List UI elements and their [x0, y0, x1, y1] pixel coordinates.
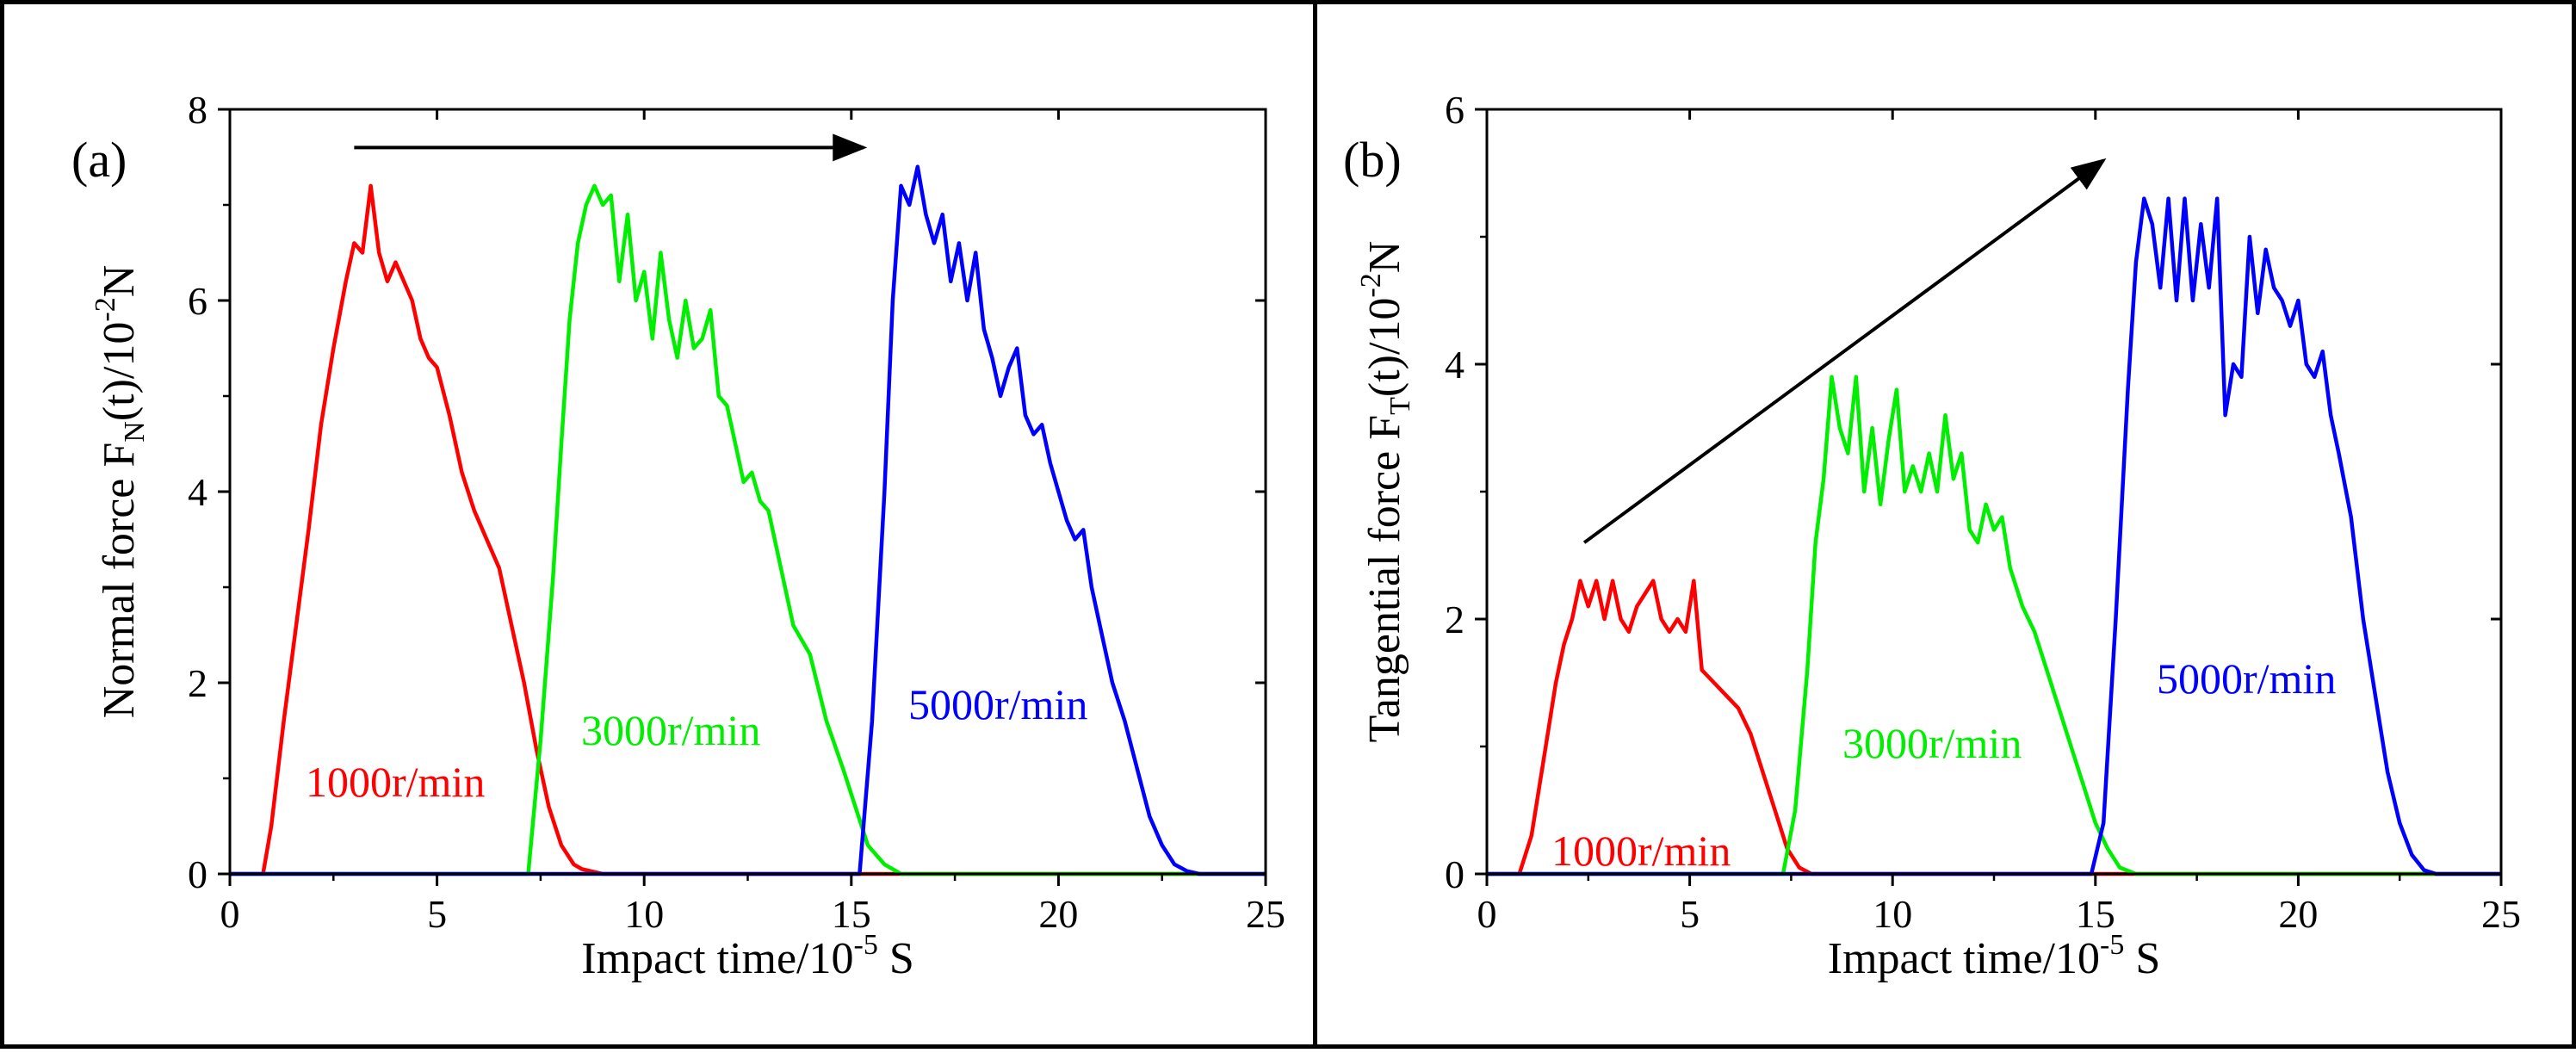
series-label-0: 1000r/min — [306, 758, 485, 806]
chart-b-svg: 0 5 10 15 20 25 0 2 4 6 Impact time/10-5 S Tangenti… — [1343, 88, 2521, 983]
series-line-a-0 — [230, 183, 1266, 876]
x-axis-title-tail: S — [2124, 934, 2160, 983]
panel-b: 0 5 10 15 20 25 0 2 4 6 Impact time/10-5 S Tangenti… — [1313, 0, 2576, 1049]
y-tick-label: 6 — [188, 279, 207, 323]
y-axis-title-mid: (t)/10 — [95, 322, 144, 422]
panel-a: 0 5 10 15 20 25 0 2 4 6 8 Impact time/10-5 S Normal … — [0, 0, 1317, 1049]
x-tick-label: 0 — [1477, 892, 1497, 936]
chart-a-svg: 0 5 10 15 20 25 0 2 4 6 8 Impact time/10-5 S Normal … — [71, 88, 1285, 983]
x-tick-label: 15 — [2076, 892, 2115, 936]
series-line-b-1 — [1487, 375, 2501, 876]
y-tick-label: 4 — [188, 470, 207, 514]
y-tick-label: 0 — [1445, 852, 1464, 896]
series-line-b-0 — [1487, 579, 2501, 876]
x-tick-label: 25 — [2481, 892, 2521, 936]
panel-label: (a) — [71, 132, 127, 188]
x-tick-label: 5 — [1680, 892, 1700, 936]
y-axis-title-tail: N — [1360, 241, 1409, 274]
y-tick-label: 2 — [1445, 598, 1464, 641]
x-axis-title: Impact time/10-5 S — [1828, 929, 2161, 983]
x-tick-label: 20 — [2278, 892, 2318, 936]
y-axis-title: Tangential force FT(t)/10-2N — [1355, 241, 1416, 743]
series-label-2: 5000r/min — [908, 680, 1087, 728]
x-tick-label: 10 — [624, 892, 664, 936]
x-axis-title-tail: S — [878, 934, 914, 983]
series-label-1: 3000r/min — [1842, 719, 2022, 767]
series-label-0: 1000r/min — [1551, 827, 1731, 875]
y-tick-label: 6 — [1445, 88, 1464, 132]
series-label-2: 5000r/min — [2157, 654, 2336, 703]
series-line-a-2 — [230, 164, 1266, 876]
x-tick-label: 10 — [1873, 892, 1912, 936]
series-line-a-1 — [230, 183, 1266, 876]
y-axis-title-main: Normal force F — [95, 443, 144, 719]
x-axis-title: Impact time/10-5 S — [581, 929, 914, 983]
x-tick-label: 0 — [220, 892, 240, 936]
y-axis-title-tail: N — [95, 265, 144, 298]
y-axis-title-sup: -2 — [90, 297, 121, 321]
x-axis-title-sup: -5 — [2100, 929, 2124, 961]
x-tick-label: 20 — [1038, 892, 1078, 936]
y-axis-title-main: Tangential force F — [1360, 415, 1409, 742]
x-tick-label: 5 — [427, 892, 447, 936]
y-axis-title: Normal force FN(t)/10-2N — [90, 265, 151, 719]
y-tick-label: 2 — [188, 661, 207, 705]
y-axis-title-sub: N — [119, 421, 151, 443]
series-line-b-2 — [1487, 196, 2501, 876]
y-axis-title-sub: T — [1384, 397, 1416, 415]
trend-arrow — [1582, 158, 2107, 544]
series-label-1: 3000r/min — [581, 706, 760, 754]
x-tick-label: 25 — [1246, 892, 1285, 936]
y-axis-title-sup: -2 — [1355, 273, 1387, 297]
y-tick-label: 8 — [188, 88, 207, 132]
y-tick-label: 0 — [188, 852, 207, 896]
x-tick-label: 15 — [832, 892, 871, 936]
x-axis-title-main: Impact time/10 — [1828, 934, 2100, 983]
x-axis-title-sup: -5 — [854, 929, 878, 961]
x-axis-title-main: Impact time/10 — [581, 934, 853, 983]
y-axis-title-mid: (t)/10 — [1360, 298, 1409, 398]
panel-label: (b) — [1343, 132, 1402, 188]
y-tick-label: 4 — [1445, 343, 1464, 387]
